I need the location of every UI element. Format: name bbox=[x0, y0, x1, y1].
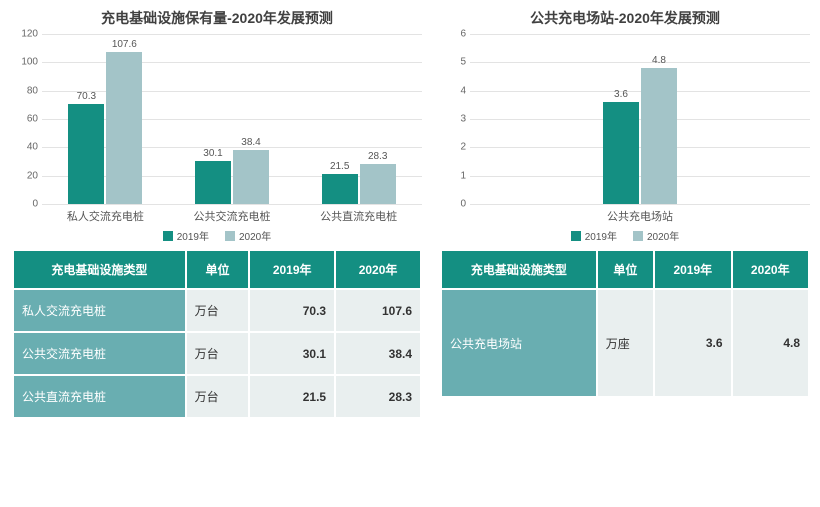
y-tick: 0 bbox=[32, 199, 38, 210]
bar-group: 70.3 107.6 bbox=[42, 34, 169, 204]
legend-swatch bbox=[225, 231, 235, 241]
bar-value-label: 21.5 bbox=[330, 161, 349, 172]
table-cell: 4.8 bbox=[732, 289, 809, 397]
bar bbox=[322, 174, 358, 204]
table-cell: 30.1 bbox=[249, 332, 335, 375]
left-panel: 充电基础设施保有量-2020年发展预测 02040608010012070.31… bbox=[12, 8, 422, 419]
bar-value-label: 28.3 bbox=[368, 151, 387, 162]
legend-swatch bbox=[571, 231, 581, 241]
table-row: 公共充电场站万座3.64.8 bbox=[441, 289, 809, 397]
y-tick: 100 bbox=[21, 57, 38, 68]
y-tick: 6 bbox=[460, 29, 466, 40]
y-tick: 4 bbox=[460, 85, 466, 96]
bar-group: 3.6 4.8 bbox=[470, 34, 810, 204]
table-row: 私人交流充电桩万台70.3107.6 bbox=[13, 289, 421, 332]
legend-item: 2019年 bbox=[571, 228, 617, 243]
x-axis-label: 公共直流充电桩 bbox=[295, 204, 422, 224]
x-axis-label: 私人交流充电桩 bbox=[42, 204, 169, 224]
table-cell: 私人交流充电桩 bbox=[13, 289, 186, 332]
x-axis-label: 公共交流充电桩 bbox=[169, 204, 296, 224]
legend-item: 2019年 bbox=[163, 228, 209, 243]
right-table: 充电基础设施类型单位2019年2020年公共充电场站万座3.64.8 bbox=[440, 249, 810, 398]
legend-label: 2019年 bbox=[177, 228, 209, 243]
table-cell: 公共交流充电桩 bbox=[13, 332, 186, 375]
legend-label: 2019年 bbox=[585, 228, 617, 243]
table-row: 公共直流充电桩万台21.528.3 bbox=[13, 375, 421, 418]
legend-item: 2020年 bbox=[225, 228, 271, 243]
bar-group: 30.1 38.4 bbox=[169, 34, 296, 204]
table-header: 2019年 bbox=[654, 250, 731, 289]
right-chart-legend: 2019年 2020年 bbox=[440, 228, 810, 243]
bar bbox=[360, 164, 396, 204]
table-header: 单位 bbox=[597, 250, 654, 289]
table-cell: 21.5 bbox=[249, 375, 335, 418]
table-header: 充电基础设施类型 bbox=[13, 250, 186, 289]
table-cell: 万座 bbox=[597, 289, 654, 397]
y-tick: 2 bbox=[460, 142, 466, 153]
table-cell: 107.6 bbox=[335, 289, 421, 332]
table-header: 单位 bbox=[186, 250, 250, 289]
bar bbox=[106, 52, 142, 204]
right-chart-title: 公共充电场站-2020年发展预测 bbox=[440, 8, 810, 28]
table-cell: 38.4 bbox=[335, 332, 421, 375]
bar-group: 21.5 28.3 bbox=[295, 34, 422, 204]
table-row: 公共交流充电桩万台30.138.4 bbox=[13, 332, 421, 375]
left-chart-legend: 2019年 2020年 bbox=[12, 228, 422, 243]
legend-swatch bbox=[163, 231, 173, 241]
table-header: 2019年 bbox=[249, 250, 335, 289]
y-tick: 40 bbox=[27, 142, 38, 153]
table-header: 2020年 bbox=[732, 250, 809, 289]
legend-swatch bbox=[633, 231, 643, 241]
table-cell: 公共直流充电桩 bbox=[13, 375, 186, 418]
bar bbox=[195, 161, 231, 204]
bar-value-label: 30.1 bbox=[203, 148, 222, 159]
y-tick: 0 bbox=[460, 199, 466, 210]
table-header: 2020年 bbox=[335, 250, 421, 289]
right-chart: 01234563.64.8 bbox=[440, 34, 810, 204]
table-cell: 70.3 bbox=[249, 289, 335, 332]
y-tick: 80 bbox=[27, 85, 38, 96]
table-cell: 万台 bbox=[186, 332, 250, 375]
y-tick: 20 bbox=[27, 170, 38, 181]
left-chart-x-labels: 私人交流充电桩公共交流充电桩公共直流充电桩 bbox=[42, 204, 422, 224]
bar-value-label: 3.6 bbox=[614, 89, 628, 100]
y-tick: 3 bbox=[460, 114, 466, 125]
table-cell: 万台 bbox=[186, 375, 250, 418]
y-tick: 5 bbox=[460, 57, 466, 68]
table-cell: 3.6 bbox=[654, 289, 731, 397]
left-chart: 02040608010012070.3107.630.138.421.528.3 bbox=[12, 34, 422, 204]
bar-value-label: 70.3 bbox=[77, 91, 96, 102]
bar bbox=[641, 68, 677, 204]
table-header: 充电基础设施类型 bbox=[441, 250, 597, 289]
legend-label: 2020年 bbox=[239, 228, 271, 243]
bar-value-label: 107.6 bbox=[112, 39, 137, 50]
bar bbox=[233, 150, 269, 204]
table-cell: 28.3 bbox=[335, 375, 421, 418]
legend-label: 2020年 bbox=[647, 228, 679, 243]
left-table: 充电基础设施类型单位2019年2020年私人交流充电桩万台70.3107.6公共… bbox=[12, 249, 422, 419]
bar bbox=[603, 102, 639, 204]
table-cell: 万台 bbox=[186, 289, 250, 332]
y-tick: 60 bbox=[27, 114, 38, 125]
right-panel: 公共充电场站-2020年发展预测 01234563.64.8 公共充电场站 20… bbox=[440, 8, 810, 419]
x-axis-label: 公共充电场站 bbox=[470, 204, 810, 224]
table-cell: 公共充电场站 bbox=[441, 289, 597, 397]
left-chart-title: 充电基础设施保有量-2020年发展预测 bbox=[12, 8, 422, 28]
legend-item: 2020年 bbox=[633, 228, 679, 243]
right-chart-x-labels: 公共充电场站 bbox=[470, 204, 810, 224]
bar-value-label: 38.4 bbox=[241, 137, 260, 148]
bar-value-label: 4.8 bbox=[652, 55, 666, 66]
y-tick: 120 bbox=[21, 29, 38, 40]
dashboard-row: 充电基础设施保有量-2020年发展预测 02040608010012070.31… bbox=[12, 8, 808, 419]
y-tick: 1 bbox=[460, 170, 466, 181]
bar bbox=[68, 104, 104, 204]
